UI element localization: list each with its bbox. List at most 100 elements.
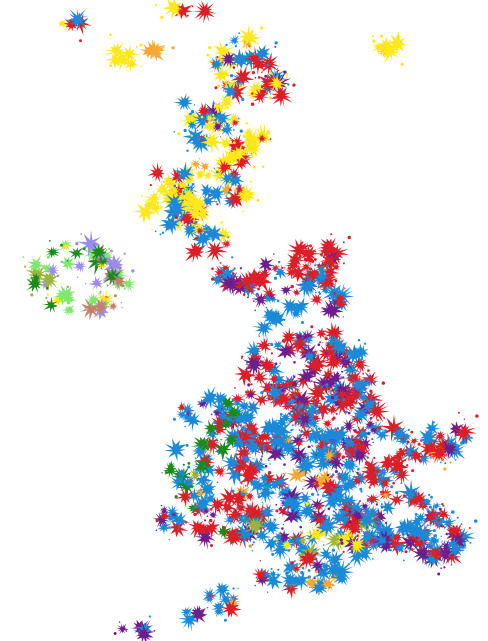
splat-blue: [212, 581, 230, 601]
splat-red: [233, 459, 250, 475]
splat-red: [277, 379, 292, 394]
splat-droplet: [321, 413, 324, 416]
splat-blue: [262, 416, 288, 438]
splat-droplet: [446, 532, 449, 535]
splat-droplet: [290, 561, 294, 565]
splat-droplet: [314, 264, 317, 267]
splat-red: [236, 503, 246, 514]
splat-droplet: [363, 342, 367, 345]
splat-droplet: [342, 445, 345, 448]
splat-red: [435, 506, 451, 522]
splat-droplet: [230, 74, 234, 78]
splat-droplet: [322, 342, 324, 344]
splat-droplet: [320, 253, 323, 256]
splat-droplet: [318, 592, 321, 595]
splat-red: [297, 549, 319, 570]
splat-droplet: [174, 220, 176, 223]
splat-red: [351, 353, 371, 374]
splat-droplet: [287, 505, 291, 509]
splat-blue: [319, 560, 332, 572]
splat-droplet: [231, 256, 234, 259]
splat-droplet: [256, 198, 260, 202]
splat-blue: [340, 359, 361, 380]
splat-droplet: [206, 515, 209, 517]
splat-purple: [340, 418, 357, 434]
splat-red: [207, 496, 225, 516]
splat-droplet: [444, 462, 447, 465]
splat-yellow: [50, 294, 66, 307]
splat-droplet: [456, 516, 459, 519]
splat-droplet: [437, 572, 441, 576]
splat-blue: [176, 468, 187, 479]
splat-droplet: [190, 110, 195, 114]
splat-yellow: [187, 193, 210, 214]
splat-blue: [330, 282, 355, 308]
splat-droplet: [216, 161, 220, 165]
splat-droplet: [366, 456, 369, 459]
splat-droplet: [351, 435, 353, 437]
splat-droplet: [232, 128, 235, 131]
splat-blue: [182, 474, 197, 489]
splat-droplet: [86, 308, 88, 310]
splat-droplet: [251, 71, 255, 75]
splat-red: [334, 293, 346, 305]
splat-droplet: [250, 180, 252, 183]
splat-droplet: [333, 466, 336, 468]
splat-purple: [370, 507, 387, 527]
splat-droplet: [242, 134, 246, 138]
splat-yellow: [306, 526, 326, 542]
splat-droplet: [210, 413, 213, 416]
splat-green: [219, 415, 234, 431]
splat-droplet: [22, 256, 25, 258]
splat-droplet: [148, 189, 150, 191]
splat-red: [304, 249, 315, 259]
splat-blue: [336, 503, 357, 530]
splat-droplet: [283, 463, 286, 466]
splat-droplet: [233, 141, 235, 144]
splat-red: [288, 263, 309, 283]
splat-blue: [219, 121, 234, 137]
splat-droplet: [300, 531, 302, 533]
splat-droplet: [322, 406, 325, 409]
splat-purple: [436, 544, 456, 565]
splat-droplet: [438, 507, 442, 511]
splat-purple: [440, 439, 460, 460]
splat-red: [224, 506, 248, 525]
splat-droplet: [182, 192, 186, 195]
splat-purple: [289, 389, 313, 413]
splat-red: [231, 425, 255, 447]
splat-blue: [447, 541, 466, 559]
splat-droplet: [369, 417, 373, 420]
splat-droplet: [259, 560, 261, 562]
splat-droplet: [390, 535, 392, 537]
splat-droplet: [299, 422, 302, 424]
splat-droplet: [274, 45, 277, 48]
splat-droplet: [105, 295, 108, 299]
splat-droplet: [216, 439, 219, 442]
splat-droplet: [153, 207, 157, 211]
splat-droplet: [441, 540, 443, 542]
splat-red: [315, 270, 339, 292]
splat-droplet: [301, 566, 305, 570]
splat-droplet: [331, 575, 334, 579]
splat-blue: [280, 572, 302, 591]
splat-green: [223, 432, 239, 448]
splat-droplet: [190, 134, 193, 137]
splat-droplet: [274, 362, 278, 366]
splat-red: [252, 88, 269, 105]
splat-blue: [280, 436, 302, 457]
splat-red: [244, 490, 255, 502]
splat-droplet: [189, 112, 192, 116]
splat-droplet: [76, 276, 79, 278]
splat-red: [394, 446, 408, 460]
splat-red: [197, 102, 213, 119]
splat-droplet: [386, 506, 389, 509]
splat-lightgreen: [120, 275, 137, 293]
splat-blue: [255, 526, 272, 545]
splat-blue: [297, 490, 313, 506]
splat-droplet: [211, 267, 214, 271]
splat-droplet: [194, 237, 196, 240]
splat-blue: [221, 451, 243, 472]
splat-droplet: [356, 471, 359, 474]
